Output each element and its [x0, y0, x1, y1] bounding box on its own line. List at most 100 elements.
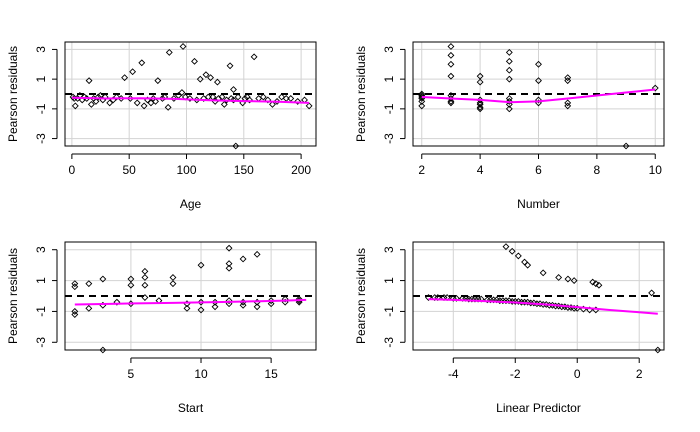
data-point	[418, 102, 426, 110]
data-point	[225, 260, 233, 268]
y-tick-label: -3	[382, 133, 396, 144]
data-point	[85, 77, 93, 85]
data-point	[622, 142, 630, 150]
data-point	[127, 281, 135, 289]
data-point	[505, 100, 513, 108]
y-tick-label: -1	[382, 306, 396, 317]
plot-frame	[412, 41, 665, 147]
y-tick-label: -1	[382, 103, 396, 114]
data-point	[232, 142, 240, 150]
data-point	[85, 304, 93, 312]
y-tick-label: 3	[382, 46, 396, 53]
residual-panel-3: 5 10 15 -3 -1 1 3 Start Pearson residuals	[6, 241, 317, 415]
data-point	[94, 93, 102, 101]
y-tick-label: -3	[34, 337, 48, 348]
data-point	[654, 346, 662, 354]
y-tick-label: 3	[34, 246, 48, 253]
residual-panel-1: 0 50 100 150 200 -3 -1 1 3 Age Pearson residuals	[6, 41, 317, 211]
data-point	[278, 93, 286, 101]
residual-panel-2: 2 4 6 8 10 -3 -1 1 3 Number Pearson residuals	[354, 41, 665, 211]
data-point	[535, 77, 542, 85]
data-point	[505, 66, 513, 74]
data-point	[207, 74, 214, 82]
data-point	[71, 283, 79, 291]
data-point	[476, 100, 484, 108]
smooth-curve	[428, 298, 658, 315]
data-point	[234, 93, 242, 101]
data-point	[71, 102, 79, 110]
plot-frame	[412, 241, 665, 351]
data-point	[295, 295, 303, 303]
data-point	[164, 103, 172, 111]
y-tick-label: 3	[34, 46, 48, 53]
data-point	[564, 275, 572, 283]
y-axis-title: Pearson residuals	[354, 46, 368, 142]
data-point	[564, 99, 572, 107]
data-point	[505, 48, 513, 56]
data-point	[99, 275, 107, 283]
data-point	[179, 43, 187, 50]
data-point	[230, 86, 237, 93]
data-point	[113, 93, 121, 101]
data-point	[273, 97, 281, 105]
data-point	[196, 75, 204, 83]
data-point	[418, 90, 426, 98]
x-axis-title: Age	[180, 197, 202, 211]
y-tick-label: 1	[34, 277, 48, 284]
data-point	[447, 97, 455, 105]
data-point	[250, 53, 258, 61]
data-point	[99, 346, 107, 354]
data-point	[508, 247, 516, 255]
data-point	[133, 99, 141, 107]
data-point	[230, 96, 237, 104]
data-point	[570, 277, 578, 285]
x-tick-label: -4	[448, 367, 459, 381]
y-tick-label: 1	[382, 277, 396, 284]
x-tick-label: 100	[176, 163, 196, 177]
data-point	[158, 95, 166, 102]
data-point	[140, 102, 148, 110]
data-point	[305, 102, 313, 110]
y-axis-title: Pearson residuals	[6, 46, 20, 142]
y-tick-label: 1	[34, 75, 48, 82]
data-point	[452, 294, 460, 302]
smooth-curve	[74, 298, 307, 306]
data-point	[502, 243, 510, 251]
y-tick-label: -1	[34, 103, 48, 114]
x-tick-label: 0	[574, 367, 581, 381]
data-point	[121, 74, 129, 82]
data-point	[154, 77, 162, 85]
y-axis-title: Pearson residuals	[354, 248, 368, 344]
data-point	[418, 97, 426, 105]
data-point	[211, 303, 219, 311]
smooth-curve	[71, 96, 310, 104]
data-point	[505, 57, 513, 65]
data-point	[71, 307, 79, 315]
x-tick-label: 4	[477, 163, 484, 177]
y-axis-title: Pearson residuals	[6, 248, 20, 344]
data-point	[239, 301, 247, 309]
data-point	[253, 303, 261, 311]
data-point	[505, 75, 513, 83]
data-point	[170, 95, 178, 102]
x-tick-label: -2	[510, 367, 521, 381]
data-point	[267, 297, 275, 305]
data-point	[447, 60, 455, 68]
data-point	[524, 261, 532, 269]
data-point	[555, 274, 563, 281]
data-point	[186, 95, 194, 102]
data-point	[92, 97, 100, 105]
data-point	[141, 267, 149, 275]
x-tick-label: 6	[535, 163, 542, 177]
data-point	[87, 100, 95, 108]
data-point	[447, 51, 455, 59]
data-point	[476, 103, 484, 111]
data-point	[113, 298, 121, 306]
data-point	[225, 264, 233, 272]
data-point	[161, 93, 169, 101]
data-point	[267, 300, 275, 308]
data-point	[197, 306, 205, 314]
data-point	[213, 78, 221, 86]
data-point	[197, 261, 205, 269]
data-point	[564, 77, 572, 85]
